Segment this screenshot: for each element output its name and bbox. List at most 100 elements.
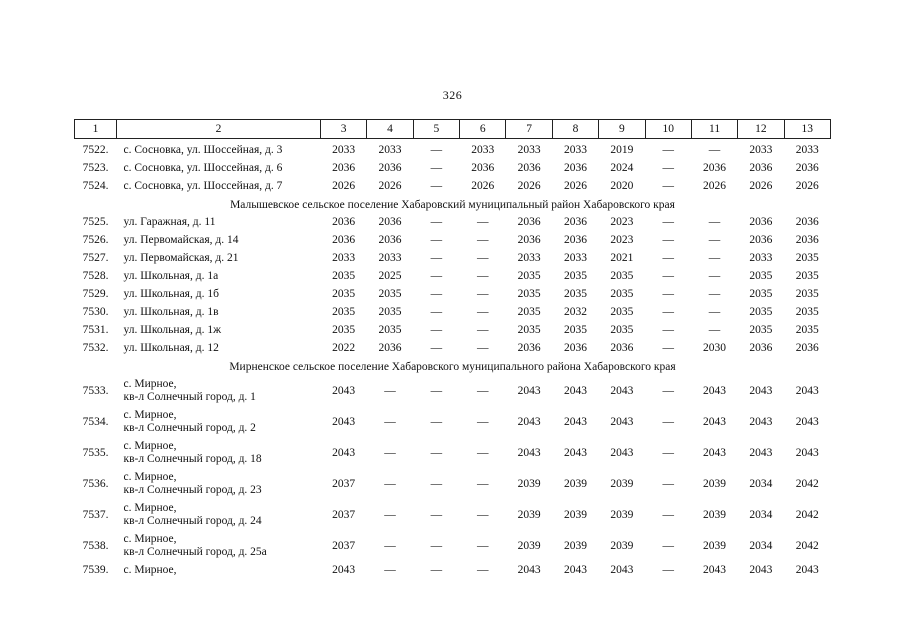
row-number: 7537.: [82, 508, 109, 521]
row-value: 2035: [378, 306, 402, 318]
row-value: —: [662, 306, 674, 318]
row-address: с. Сосновка, ул. Шоссейная, д. 7: [123, 180, 283, 192]
row-value: 2036: [517, 162, 541, 174]
row-value: 2035: [517, 306, 541, 318]
row-value: 2020: [610, 180, 634, 192]
row-value: —: [708, 252, 721, 264]
row-value: —: [662, 564, 674, 576]
row-value: 2039: [703, 539, 727, 552]
row-value: 2033: [795, 144, 819, 156]
row-value: 2039: [703, 508, 727, 521]
table-row: 7524. с. Сосновка, ул. Шоссейная, д. 7 202…: [75, 178, 831, 196]
row-value: —: [477, 446, 489, 459]
row-value: 2043: [563, 384, 587, 397]
row-value: 2043: [703, 446, 727, 459]
row-address: с. Сосновка, ул. Шоссейная, д. 3: [123, 144, 283, 156]
row-value: 2026: [332, 180, 356, 192]
row-value: —: [430, 564, 443, 576]
row-number: 7538.: [82, 539, 109, 552]
row-value: —: [384, 415, 396, 428]
row-address: ул. Гаражная, д. 11: [123, 216, 216, 228]
row-value: —: [384, 539, 396, 552]
row-value: —: [477, 384, 489, 397]
row-value: 2036: [795, 216, 819, 228]
row-value: —: [708, 324, 721, 336]
row-value: 2043: [749, 564, 773, 576]
row-value: —: [384, 508, 396, 521]
row-value: 2035: [795, 324, 819, 336]
table-row: 7534. с. Мирное, кв-л Солнечный город, д. …: [75, 407, 831, 438]
column-header: 8: [551, 119, 600, 139]
column-header: 4: [366, 119, 414, 139]
row-value: 2026: [378, 180, 402, 192]
column-header: 1: [74, 119, 117, 139]
row-value: 2035: [332, 270, 356, 282]
column-header: 12: [737, 119, 785, 139]
table-header: 1 2 3 4 5 6 7 8 9 10 11 12 13: [74, 119, 832, 139]
row-address: с. Мирное, кв-л Солнечный город, д. 18: [123, 440, 262, 465]
row-value: —: [477, 415, 489, 428]
row-number: 7526.: [82, 234, 109, 246]
row-value: 2039: [610, 508, 634, 521]
row-value: —: [430, 180, 443, 192]
row-value: —: [477, 216, 489, 228]
row-value: 2021: [610, 252, 634, 264]
row-value: 2043: [749, 384, 773, 397]
row-value: 2036: [517, 234, 541, 246]
row-value: —: [430, 288, 443, 300]
row-number: 7528.: [82, 270, 109, 282]
row-value: —: [662, 180, 674, 192]
section-header: Мирненское сельское поселение Хабаровско…: [229, 360, 676, 373]
row-value: —: [662, 252, 674, 264]
row-value: 2043: [749, 446, 773, 459]
row-value: 2026: [703, 180, 727, 192]
row-value: 2043: [517, 384, 541, 397]
row-value: 2039: [517, 539, 541, 552]
row-value: 2035: [795, 252, 819, 264]
row-value: —: [662, 477, 674, 490]
row-value: 2035: [610, 324, 634, 336]
row-value: 2043: [795, 446, 819, 459]
row-value: 2036: [563, 216, 587, 228]
row-value: 2035: [749, 288, 773, 300]
row-value: 2036: [749, 234, 773, 246]
column-header: 2: [116, 119, 321, 139]
row-value: 2035: [610, 270, 634, 282]
schedule-table: 1 2 3 4 5 6 7 8 9 10 11 12 13 7522. с. Сосновка, ул. …: [74, 119, 832, 580]
row-value: —: [430, 270, 443, 282]
row-number: 7534.: [82, 415, 109, 428]
row-value: 2043: [517, 415, 541, 428]
row-value: 2036: [749, 162, 773, 174]
row-value: 2039: [517, 508, 541, 521]
table-row: 7530. ул. Школьная, д. 1в 2035 2035 — — 2035 20…: [75, 304, 831, 322]
row-value: 2043: [563, 564, 587, 576]
row-value: 2039: [563, 477, 587, 490]
row-value: 2042: [795, 477, 819, 490]
table-row: 7539. с. Мирное, 2043 — — — 2043 2043 2043 — 2043 2…: [75, 562, 831, 580]
row-value: —: [708, 144, 721, 156]
row-value: —: [430, 415, 443, 428]
row-value: 2033: [517, 144, 541, 156]
row-value: 2036: [378, 162, 402, 174]
row-value: 2043: [332, 446, 356, 459]
table-row: 7533. с. Мирное, кв-л Солнечный город, д. …: [75, 376, 831, 407]
row-number: 7527.: [82, 252, 109, 264]
row-value: 2039: [563, 539, 587, 552]
table-row: 7526. ул. Первомайская, д. 14 2036 2036 — — 20…: [75, 232, 831, 250]
row-value: 2036: [610, 342, 634, 354]
row-value: 2036: [749, 216, 773, 228]
row-value: —: [477, 252, 489, 264]
row-value: —: [430, 539, 443, 552]
row-value: 2043: [517, 446, 541, 459]
row-value: 2036: [795, 342, 819, 354]
row-value: 2043: [610, 415, 634, 428]
row-address: с. Мирное, кв-л Солнечный город, д. 24: [123, 502, 262, 527]
row-value: —: [430, 446, 443, 459]
row-value: 2036: [563, 162, 587, 174]
row-value: 2035: [332, 288, 356, 300]
row-value: 2039: [517, 477, 541, 490]
column-header: 6: [459, 119, 507, 139]
row-value: 2035: [749, 306, 773, 318]
row-value: 2036: [749, 342, 773, 354]
